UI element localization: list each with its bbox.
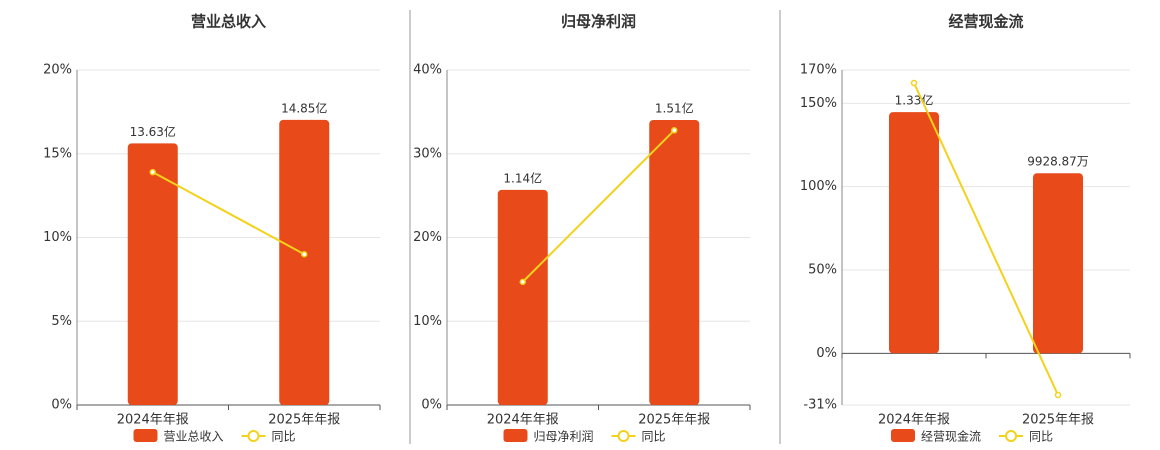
bar <box>127 143 178 405</box>
y-tick-label: 50% <box>808 263 837 278</box>
legend-label: 营业总收入 <box>164 430 224 444</box>
legend-label: 同比 <box>642 430 666 444</box>
line-point <box>1054 391 1062 399</box>
legend-swatch <box>503 429 528 442</box>
y-tick-label: 20% <box>43 63 72 78</box>
legend-swatch <box>1005 430 1018 442</box>
y-tick-label: 100% <box>800 179 837 194</box>
value-label: 1.14亿 <box>503 170 542 185</box>
bar <box>279 119 330 406</box>
x-tick-label: 2024年年报 <box>878 413 950 428</box>
line <box>522 129 675 283</box>
y-tick-label: 10% <box>43 230 72 245</box>
legend-label: 归母净利润 <box>534 430 594 444</box>
bar <box>497 189 548 405</box>
x-tick-label: 2025年年报 <box>638 413 710 428</box>
legend-swatch <box>133 429 158 442</box>
chart-title: 营业总收入 <box>191 13 266 31</box>
line <box>152 171 305 256</box>
y-tick-label: 0% <box>421 398 442 413</box>
line-point <box>149 168 156 176</box>
bar <box>889 112 939 354</box>
y-tick-label: -31% <box>803 398 837 413</box>
chart-title: 经营现金流 <box>948 13 1023 31</box>
bar <box>1033 173 1083 354</box>
legend-label: 同比 <box>272 430 296 444</box>
x-tick-label: 2024年年报 <box>487 413 559 428</box>
y-tick-label: 150% <box>800 96 837 111</box>
chart-title: 归母净利润 <box>561 13 636 31</box>
value-label: 13.63亿 <box>130 124 176 139</box>
y-tick-label: 10% <box>413 314 442 329</box>
legend-swatch <box>617 430 630 442</box>
y-tick-label: 5% <box>51 314 72 329</box>
y-tick-label: 15% <box>43 146 72 161</box>
x-tick-label: 2025年年报 <box>268 413 340 428</box>
y-tick-label: 30% <box>413 146 442 161</box>
y-tick-label: 20% <box>413 230 442 245</box>
value-label: 9928.87万 <box>1027 155 1089 169</box>
y-tick-label: 170% <box>800 63 837 78</box>
line-point <box>519 278 526 286</box>
x-tick-label: 2024年年报 <box>117 413 189 428</box>
y-tick-label: 40% <box>413 63 442 78</box>
x-tick-label: 2025年年报 <box>1022 413 1094 428</box>
value-label: 1.51亿 <box>655 101 694 116</box>
line-point <box>301 251 308 258</box>
legend-label: 经营现金流 <box>921 429 981 444</box>
line-point <box>910 79 918 87</box>
value-label: 1.33亿 <box>895 93 934 108</box>
legend-label: 同比 <box>1029 430 1053 444</box>
line <box>913 82 1059 396</box>
legend-swatch <box>247 430 260 442</box>
value-label: 14.85亿 <box>281 100 327 115</box>
y-tick-label: 0% <box>51 398 72 413</box>
line-point <box>671 127 678 134</box>
bar <box>649 120 700 405</box>
y-tick-label: 0% <box>816 346 837 361</box>
legend-swatch <box>891 429 915 442</box>
